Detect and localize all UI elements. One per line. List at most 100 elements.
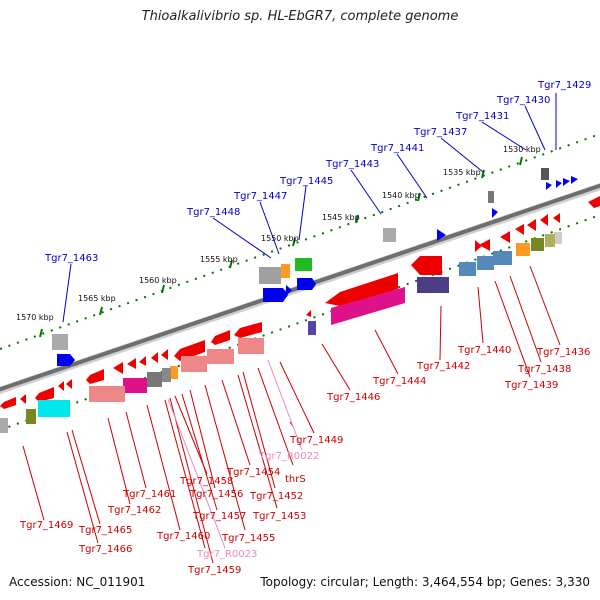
gene-feature	[162, 368, 171, 382]
gene-label: Tgr7_1443	[325, 159, 379, 170]
leader-line	[524, 105, 546, 151]
gene-label: Tgr7_1453	[252, 511, 306, 522]
scale-label: 1555 kbp	[200, 255, 238, 264]
scale-tick	[292, 237, 296, 247]
scale-tick	[229, 259, 233, 269]
scale-label: 1530 kbp	[503, 145, 541, 154]
gene-label: Tgr7_1463	[44, 253, 98, 264]
leader-line	[237, 374, 278, 509]
gene-label: Tgr7_1436	[536, 347, 590, 358]
scale-label: 1540 kbp	[382, 191, 420, 200]
gene-feature	[527, 219, 536, 231]
gene-feature	[295, 258, 312, 271]
gene-feature	[123, 378, 147, 393]
leader-line	[66, 431, 99, 544]
gene-feature	[281, 264, 290, 278]
accession-text: Accession: NC_011901	[9, 575, 146, 589]
gene-feature	[500, 231, 510, 243]
gene-label: Tgr7_1442	[416, 361, 470, 372]
leader-line	[164, 399, 206, 549]
gene-label: Tgr7_1461	[122, 489, 176, 500]
bottom-label-leaders	[22, 265, 561, 564]
gene-feature	[488, 191, 494, 203]
gene-label: Tgr7_1429	[537, 80, 591, 91]
gene-feature	[35, 387, 54, 402]
gene-label: Tgr7_1456	[189, 489, 243, 500]
leader-line	[181, 393, 218, 511]
scale-tick	[355, 214, 359, 224]
leader-line	[396, 153, 428, 199]
gene-feature	[475, 240, 482, 252]
gene-feature	[57, 354, 75, 366]
reverse-strand-features	[0, 196, 600, 409]
leader-line	[439, 305, 442, 361]
top-strand-features	[52, 168, 578, 366]
gene-label: Tgr7_1449	[289, 435, 343, 446]
gene-feature	[553, 213, 560, 223]
gene-label: Tgr7_1431	[455, 111, 509, 122]
gene-label: Tgr7_1444	[372, 376, 426, 387]
gene-label: Tgr7_1459	[187, 565, 241, 576]
gene-feature	[417, 277, 449, 293]
scale-tick	[417, 192, 421, 202]
leader-line	[62, 263, 72, 323]
gene-label: thrS	[285, 474, 306, 485]
gene-feature	[234, 322, 262, 338]
gene-feature	[181, 356, 207, 372]
scale-tick	[39, 328, 43, 338]
leader-line	[242, 371, 276, 489]
gene-feature	[325, 273, 398, 306]
gene-feature	[571, 176, 578, 184]
leader-line	[71, 429, 101, 525]
gene-feature	[174, 340, 205, 361]
scale-tick	[99, 306, 103, 316]
gene-feature	[0, 397, 16, 409]
leader-line	[221, 379, 251, 466]
scale-label: 1565 kbp	[78, 294, 116, 303]
gene-feature	[297, 278, 316, 290]
gene-feature	[588, 196, 600, 208]
scale-tick	[519, 156, 523, 166]
gene-label: Tgr7_1465	[78, 525, 132, 536]
gene-feature	[459, 262, 476, 276]
leader-line	[529, 265, 561, 346]
leader-line	[350, 169, 382, 215]
leader-line	[125, 411, 147, 489]
gene-feature	[531, 238, 544, 251]
gene-feature	[306, 310, 311, 317]
gene-label: Tgr7_1466	[78, 544, 132, 555]
lower-tick-track	[0, 214, 600, 431]
leader-line	[212, 217, 272, 259]
leader-line	[374, 329, 399, 375]
scale-tick	[161, 284, 165, 294]
gene-feature	[211, 330, 230, 345]
scale-labels: 1530 kbp 1535 kbp 1540 kbp 1545 kbp 1550…	[16, 145, 541, 322]
leader-line	[22, 445, 45, 521]
leader-line	[279, 361, 315, 434]
rna-label: Tgr7_R0023	[196, 549, 257, 560]
gene-label: Tgr7_1455	[221, 533, 275, 544]
gene-label: Tgr7_1469	[19, 520, 73, 531]
gene-label: Tgr7_1448	[186, 207, 240, 218]
gene-feature	[541, 168, 549, 180]
leader-line	[267, 359, 303, 451]
scale-label: 1545 kbp	[322, 213, 360, 222]
gene-feature	[546, 182, 552, 190]
scale-label: 1570 kbp	[16, 313, 54, 322]
gene-feature	[52, 334, 68, 350]
bottom-track-features	[0, 232, 562, 433]
gene-feature	[20, 394, 26, 404]
gene-feature	[516, 243, 530, 256]
leader-line	[146, 404, 181, 531]
gene-feature	[207, 349, 234, 364]
gene-feature	[259, 267, 281, 284]
gene-feature	[479, 239, 490, 251]
gene-label: Tgr7_1460	[156, 531, 210, 542]
gene-feature	[492, 208, 498, 218]
scale-label: 1550 kbp	[261, 234, 299, 243]
gene-feature	[477, 256, 494, 270]
gene-label: Tgr7_1446	[326, 392, 380, 403]
gene-feature	[66, 379, 72, 389]
gene-label: Tgr7_1438	[517, 364, 571, 375]
leader-line	[189, 389, 216, 489]
